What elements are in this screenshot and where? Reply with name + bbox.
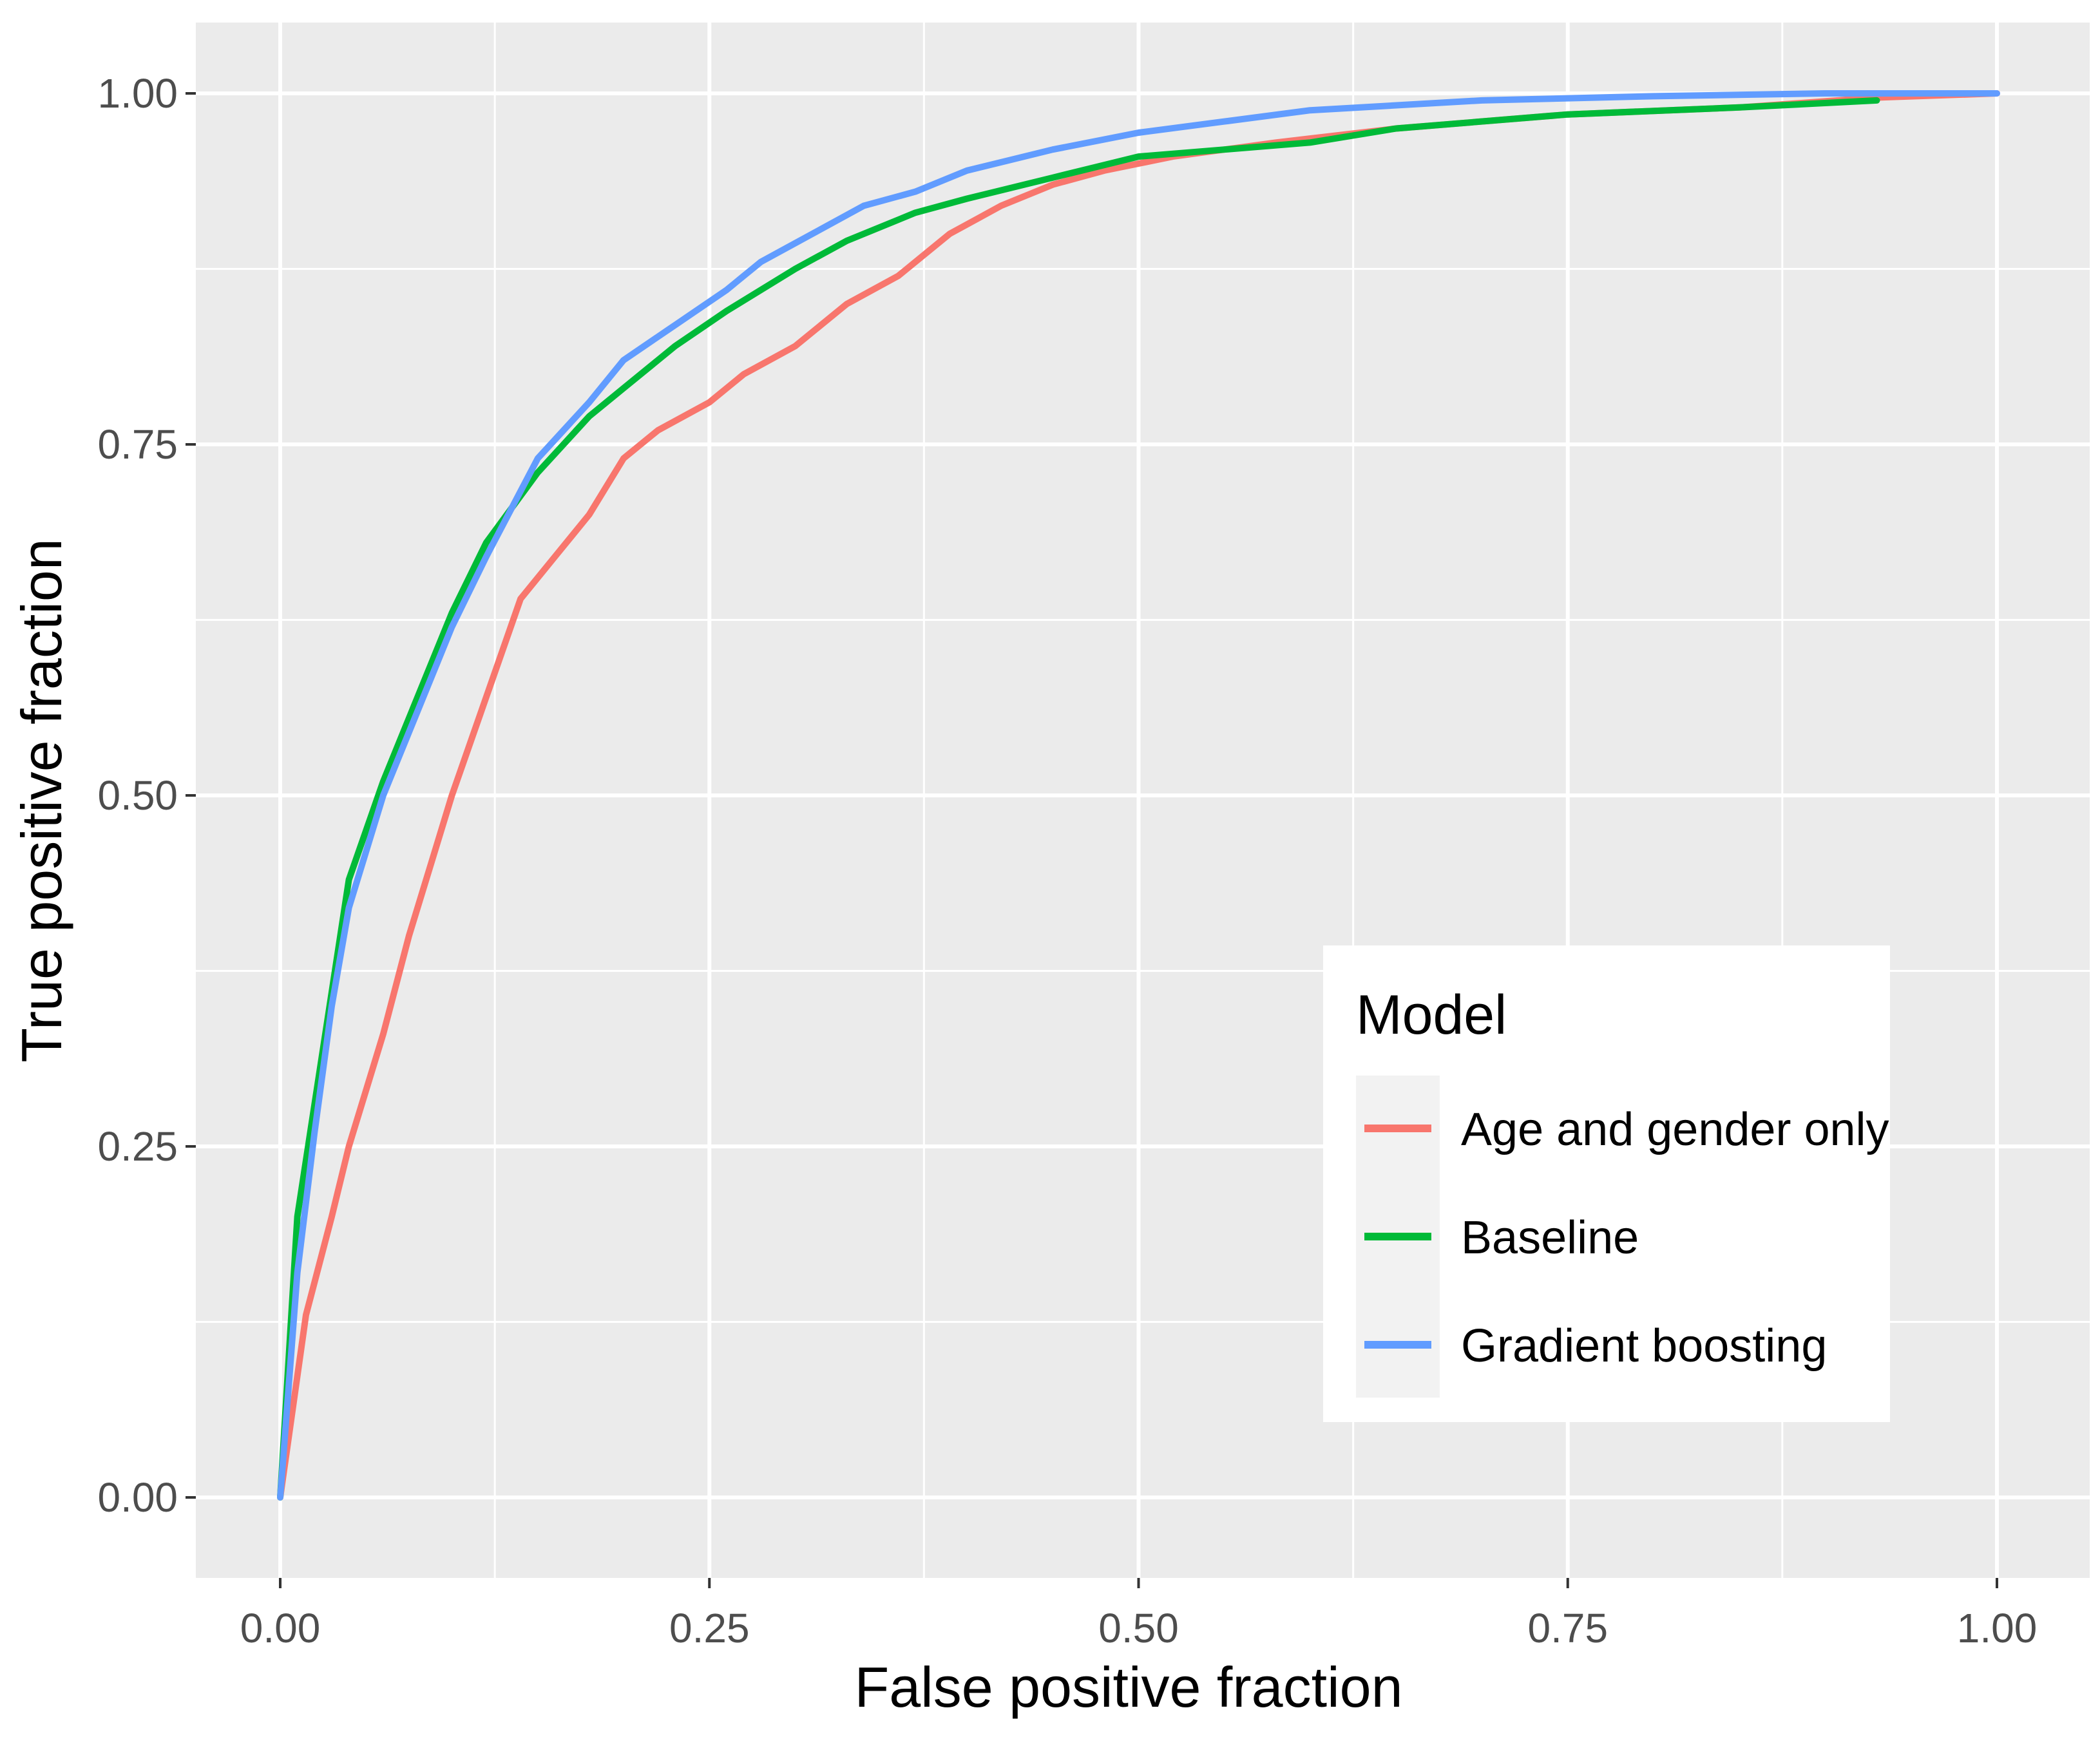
legend-items: Age and gender only Baseline Gradient boos… bbox=[1364, 1104, 1889, 1372]
x-tick-label: 0.25 bbox=[669, 1605, 750, 1651]
x-tick-label: 1.00 bbox=[1957, 1605, 2038, 1651]
series-line-baseline bbox=[277, 97, 1880, 1501]
y-tick-label: 0.75 bbox=[97, 421, 178, 468]
x-tick-label: 0.00 bbox=[240, 1605, 321, 1651]
grid-major bbox=[196, 23, 2090, 1578]
x-axis-title: False positive fraction bbox=[854, 1655, 1402, 1719]
y-axis: 0.00 0.25 0.50 0.75 1.00 bbox=[97, 70, 196, 1521]
y-tick-label: 0.00 bbox=[97, 1474, 178, 1521]
legend-title: Model bbox=[1356, 984, 1507, 1046]
series-line-age-and-gender-only bbox=[277, 90, 2000, 1501]
legend-label-gradient-boosting: Gradient boosting bbox=[1461, 1320, 1827, 1372]
x-axis: 0.00 0.25 0.50 0.75 1.00 bbox=[240, 1578, 2038, 1651]
y-axis-title: True positive fraction bbox=[10, 538, 73, 1063]
series-layer bbox=[277, 90, 2000, 1501]
legend-label-baseline: Baseline bbox=[1461, 1212, 1639, 1264]
x-tick-label: 0.50 bbox=[1098, 1605, 1179, 1651]
y-tick-label: 0.25 bbox=[97, 1123, 178, 1170]
y-tick-label: 1.00 bbox=[97, 70, 178, 117]
series-line-gradient-boosting bbox=[277, 90, 2000, 1501]
y-tick-label: 0.50 bbox=[97, 772, 178, 819]
x-tick-label: 0.75 bbox=[1527, 1605, 1608, 1651]
legend-label-age-and-gender-only: Age and gender only bbox=[1461, 1104, 1889, 1155]
legend: Model Age and gender only Baseline Gradien… bbox=[1323, 945, 1890, 1422]
